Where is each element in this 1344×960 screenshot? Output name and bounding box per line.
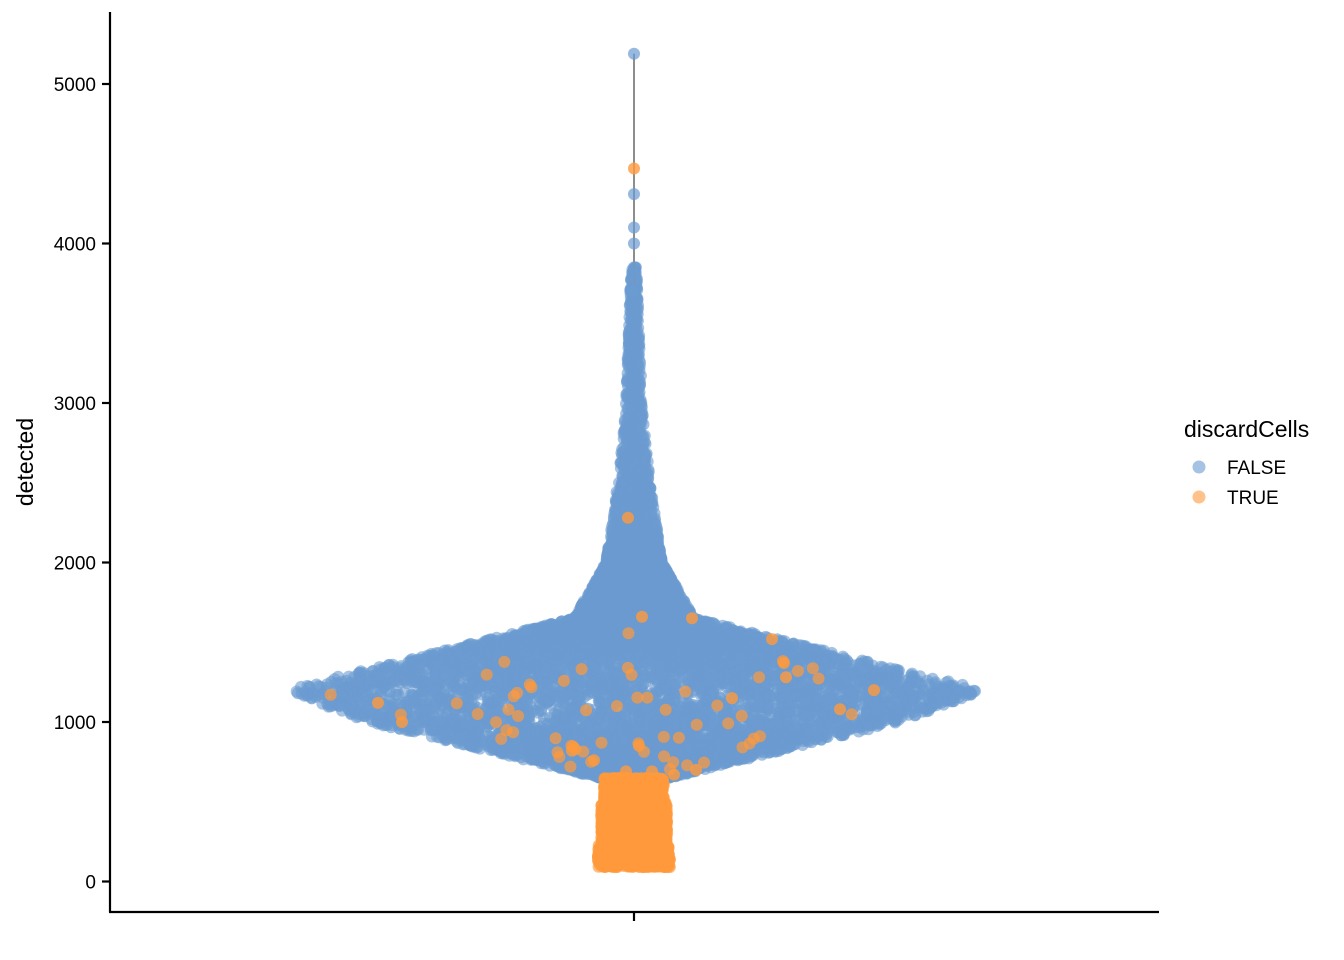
false-points (290, 261, 981, 784)
